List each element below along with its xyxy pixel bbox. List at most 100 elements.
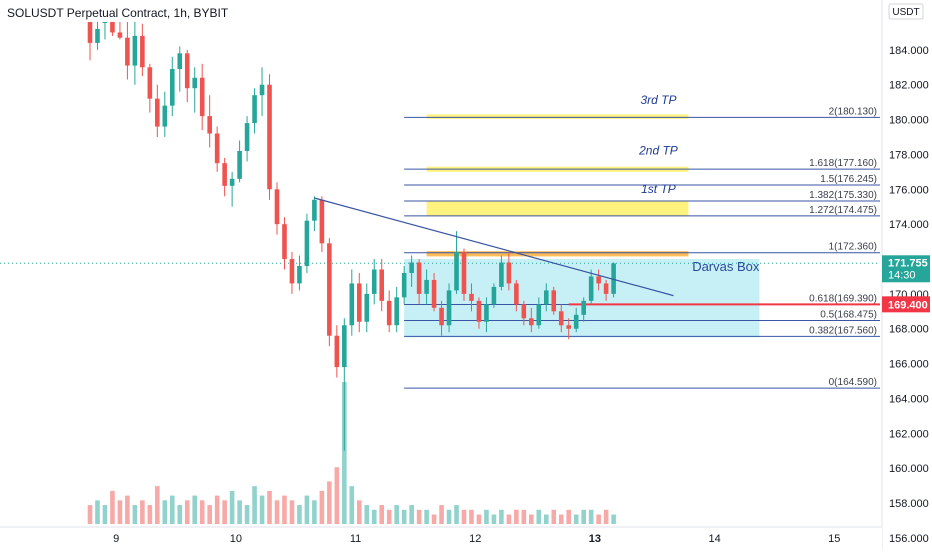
candle (439, 307, 444, 326)
candle (536, 304, 542, 326)
candle (87, 21, 93, 43)
candle (431, 279, 437, 308)
volume-bar (297, 505, 302, 524)
candle (252, 95, 257, 124)
volume-bar (125, 495, 130, 524)
candle (596, 276, 601, 284)
fib-label: 0.382(167.560) (809, 325, 877, 336)
fib-layer: 2(180.130) 1.618(177.160) 1.5(176.245) 1.38… (0, 106, 880, 389)
volume-bar (282, 495, 287, 524)
candle (514, 283, 519, 305)
time-tick: 14 (708, 533, 720, 545)
volume-bar (409, 505, 414, 524)
candle (132, 35, 138, 66)
time-tick: 12 (469, 533, 481, 545)
volume-bar (349, 486, 355, 524)
currency-badge (888, 3, 924, 20)
time-axis[interactable]: 9 10 11 12 13 14 15 (0, 526, 882, 550)
candle (371, 269, 377, 294)
price-tick: 162.000 (889, 428, 929, 440)
fib-label: 1.618(177.160) (809, 158, 877, 169)
fib-label: 1.382(175.330) (809, 190, 877, 201)
price-tick: 164.000 (889, 393, 929, 405)
volume-bar (237, 500, 242, 524)
tp-label: 2nd TP (638, 143, 678, 157)
candle (506, 262, 512, 284)
candle (529, 318, 534, 326)
tp-zone (426, 201, 689, 217)
candle (386, 300, 392, 326)
bar-countdown: 14:30 (888, 269, 916, 281)
candle (551, 290, 557, 312)
price-tick: 178.000 (889, 149, 929, 161)
tp-zone (426, 114, 689, 119)
price-tick: 166.000 (889, 359, 929, 371)
candle (379, 269, 385, 301)
candle (177, 53, 183, 70)
candle (364, 293, 370, 322)
candle (611, 263, 616, 294)
volume-bar (259, 495, 265, 524)
volume-bar (102, 505, 108, 524)
candle (222, 163, 227, 186)
candle (304, 220, 310, 266)
candle (155, 98, 160, 127)
price-tick: 158.000 (889, 498, 929, 510)
volume-bar (214, 495, 220, 524)
candle (401, 272, 407, 298)
candle (95, 28, 100, 43)
candle (454, 252, 459, 291)
volume-bar (499, 509, 504, 524)
volume-bar (424, 509, 429, 524)
candle (147, 67, 153, 99)
candle (169, 69, 175, 106)
volume-bar (603, 509, 609, 524)
volume-bar (274, 500, 280, 524)
candle (446, 290, 452, 326)
volume-bar (95, 500, 100, 524)
fib-label: 0.5(168.475) (820, 309, 877, 320)
last-price-label (882, 255, 930, 283)
volume-bar (147, 505, 153, 524)
candle (259, 84, 265, 96)
volume-bar (514, 509, 519, 524)
volume-bar (252, 486, 257, 524)
volume-bar (394, 505, 399, 524)
volume-bar (162, 500, 168, 524)
time-tick: 15 (828, 533, 840, 545)
volume-bar (222, 500, 227, 524)
price-axis[interactable]: 184.000 182.000 180.000 178.000 176.000 174.0… (881, 0, 932, 550)
volume-bar (484, 509, 489, 524)
volume-bar (454, 505, 459, 524)
time-tick: 13 (589, 533, 601, 545)
candle (274, 189, 280, 225)
volume-bar (611, 514, 616, 524)
candle (394, 297, 399, 326)
volume-bar (342, 382, 347, 524)
volume-bar (184, 500, 190, 524)
volume-bar (87, 505, 93, 524)
candle (476, 300, 482, 322)
volume-bar (401, 509, 407, 524)
candle (184, 53, 190, 89)
fib-label: 2(180.130) (829, 106, 877, 117)
candle (558, 311, 564, 326)
volume-bar (573, 514, 579, 524)
volume-bar (371, 509, 377, 524)
volume-bar (506, 514, 512, 524)
currency-label: USDT (892, 7, 919, 18)
candle (102, 21, 108, 23)
volume-bar (416, 509, 422, 524)
candle (207, 116, 212, 134)
candle (110, 21, 115, 33)
volume-bar (304, 495, 310, 524)
volume-bar (207, 505, 212, 524)
tp-label: 3rd TP (640, 93, 676, 107)
volume-bar (229, 490, 235, 524)
volume-bar (581, 509, 586, 524)
candle (162, 105, 168, 127)
candle (409, 262, 414, 273)
volume-bar (192, 495, 198, 524)
